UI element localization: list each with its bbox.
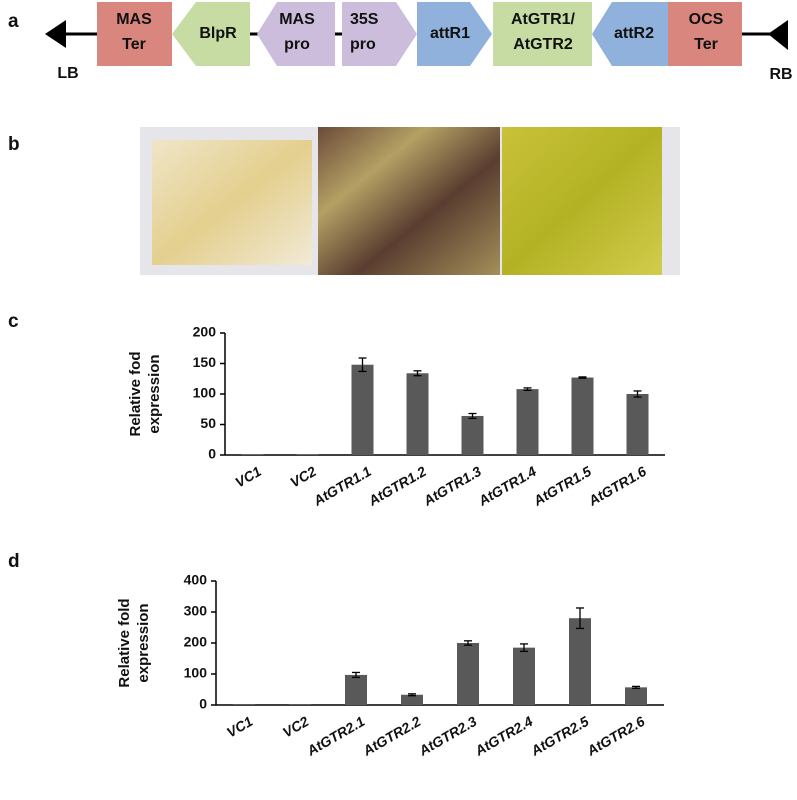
y-tick-label: 200 xyxy=(193,324,217,340)
x-tick-label: AtGTR1.1 xyxy=(310,463,374,509)
element-label: Ter xyxy=(694,36,718,53)
bar xyxy=(569,618,591,705)
y-tick-label: 100 xyxy=(184,665,208,681)
bar xyxy=(407,373,429,455)
element-label: MAS xyxy=(116,11,152,28)
y-tick-label: 150 xyxy=(193,354,217,370)
border-label: LB xyxy=(57,65,78,82)
y-axis-label: Relative fod xyxy=(127,351,144,436)
panel-label: a xyxy=(8,11,19,32)
element-label: attR1 xyxy=(430,25,470,42)
element-label: AtGTR2 xyxy=(513,36,573,53)
bar xyxy=(513,648,535,705)
y-tick-label: 400 xyxy=(184,572,208,588)
x-tick-label: VC1 xyxy=(224,713,256,741)
x-tick-label: AtGTR2.2 xyxy=(359,713,423,759)
bar xyxy=(462,416,484,455)
y-tick-label: 50 xyxy=(200,415,216,431)
x-tick-label: AtGTR1.6 xyxy=(585,463,649,509)
element-label: 35S xyxy=(350,11,379,28)
element-label: attR2 xyxy=(614,25,654,42)
x-tick-label: AtGTR2.6 xyxy=(583,713,647,759)
border-label: RB xyxy=(769,66,792,83)
x-tick-label: AtGTR2.4 xyxy=(471,713,535,759)
bar xyxy=(242,454,264,455)
element-label: Ter xyxy=(122,36,146,53)
x-tick-label: VC2 xyxy=(287,463,319,491)
callus-1 xyxy=(152,140,312,265)
x-tick-label: AtGTR1.4 xyxy=(475,463,539,509)
element-label: BlpR xyxy=(199,25,237,42)
bar xyxy=(517,389,539,455)
panel-label: d xyxy=(8,551,20,572)
panel-label: c xyxy=(8,311,19,332)
element-label: AtGTR1/ xyxy=(511,11,576,28)
element-label: pro xyxy=(350,36,376,53)
bar xyxy=(627,394,649,455)
y-tick-label: 200 xyxy=(184,634,208,650)
bar xyxy=(625,687,647,705)
panel-label: b xyxy=(8,134,20,155)
element-label: pro xyxy=(284,36,310,53)
photo xyxy=(140,127,680,275)
bar xyxy=(297,454,319,455)
bar xyxy=(572,378,594,455)
y-axis-label: expression xyxy=(135,603,152,682)
element-label: MAS xyxy=(279,11,315,28)
y-tick-label: 300 xyxy=(184,603,208,619)
x-tick-label: VC1 xyxy=(232,463,264,491)
bar xyxy=(345,675,367,705)
x-tick-label: AtGTR1.3 xyxy=(420,463,484,509)
x-tick-label: AtGTR2.3 xyxy=(415,713,479,759)
element-label: OCS xyxy=(689,11,724,28)
x-tick-label: AtGTR1.2 xyxy=(365,463,429,509)
rb-arrow xyxy=(768,20,788,50)
bar xyxy=(352,365,374,455)
y-tick-label: 0 xyxy=(199,696,207,712)
bar xyxy=(457,643,479,705)
callus-3 xyxy=(502,127,662,275)
callus-2 xyxy=(318,127,500,275)
error-bar xyxy=(579,377,587,378)
x-tick-label: AtGTR1.5 xyxy=(530,463,594,509)
y-axis-label: expression xyxy=(146,354,163,433)
x-tick-label: VC2 xyxy=(280,713,312,741)
x-tick-label: AtGTR2.5 xyxy=(527,713,591,759)
y-tick-label: 0 xyxy=(208,446,216,462)
y-axis-label: Relative fold xyxy=(116,598,133,687)
y-tick-label: 100 xyxy=(193,385,217,401)
lb-arrow xyxy=(45,20,66,48)
x-tick-label: AtGTR2.1 xyxy=(303,713,367,759)
